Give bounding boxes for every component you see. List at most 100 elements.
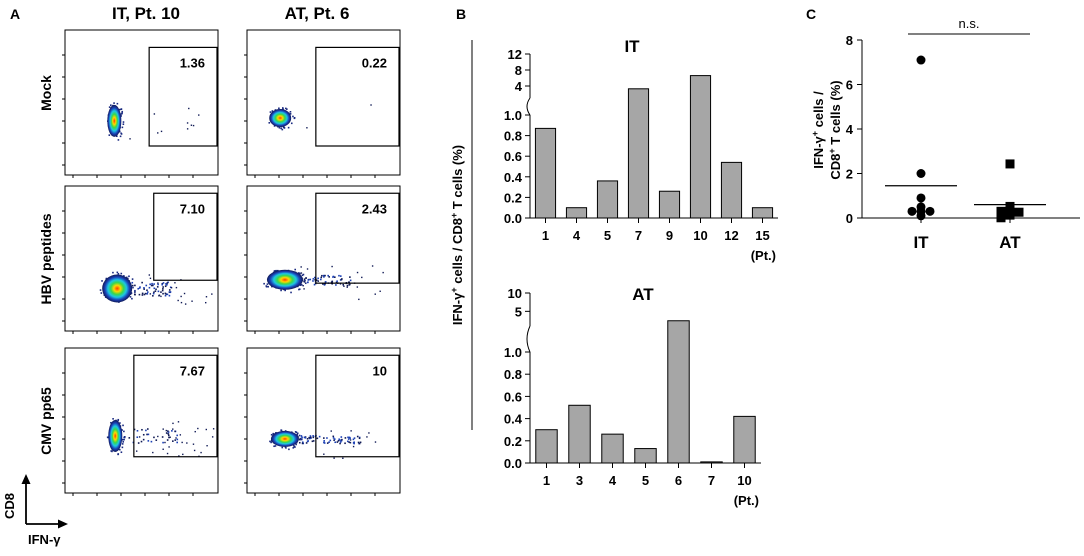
event-dot	[134, 289, 136, 292]
event-dot	[332, 435, 335, 438]
event-dot	[327, 274, 329, 277]
event-dot	[273, 125, 276, 127]
panel-label-b: B	[456, 6, 466, 22]
gate-percentage: 10	[373, 363, 387, 378]
event-dot	[323, 453, 325, 455]
event-dot	[191, 300, 193, 302]
gate-box	[153, 192, 218, 281]
event-dot	[118, 448, 121, 451]
event-dot	[317, 277, 319, 280]
event-dot	[379, 290, 381, 292]
y-tick-label: 4	[846, 122, 854, 137]
event-dot	[293, 116, 296, 119]
flow-plot-frame	[246, 347, 401, 494]
event-dot	[150, 284, 153, 287]
event-dot	[318, 435, 321, 438]
event-dot	[122, 441, 125, 443]
column-title-at: AT, Pt. 6	[285, 4, 350, 23]
event-dot	[161, 283, 164, 286]
event-dot	[349, 437, 351, 439]
event-dot	[302, 285, 304, 287]
event-dot	[172, 422, 174, 425]
event-dot	[288, 448, 290, 451]
event-dot	[339, 442, 341, 445]
event-dot	[274, 270, 276, 272]
event-dot	[143, 287, 145, 289]
event-dot	[152, 451, 154, 454]
event-density	[270, 430, 299, 447]
event-dot	[299, 438, 302, 441]
event-dot	[162, 286, 164, 288]
event-dot	[153, 291, 155, 294]
event-dot	[344, 442, 346, 445]
event-dot	[167, 434, 170, 437]
event-dot	[361, 276, 363, 279]
bar	[689, 75, 712, 219]
event-dot	[300, 435, 303, 437]
event-dot	[174, 439, 177, 441]
event-dot	[166, 293, 169, 296]
event-dot	[303, 436, 306, 439]
event-dot	[142, 433, 145, 436]
event-dot	[335, 284, 337, 286]
x-tick-label: 12	[724, 228, 738, 243]
event-dot	[121, 429, 123, 431]
event-dot	[165, 429, 167, 432]
event-dot	[121, 126, 124, 129]
event-dot	[270, 441, 272, 444]
event-dot	[160, 295, 162, 298]
event-dot	[334, 276, 336, 279]
event-dot	[306, 437, 309, 440]
event-dot	[166, 452, 169, 455]
x-tick-label: 4	[573, 228, 581, 243]
event-dot	[127, 277, 129, 280]
panel-c-y-label-line2: CD8+ T cells (%)	[827, 80, 843, 179]
event-dot	[161, 282, 164, 285]
event-dot	[305, 277, 308, 279]
event-dot	[183, 292, 186, 295]
y-tick-label: 0.8	[504, 367, 522, 382]
event-dot	[340, 439, 343, 442]
gate-percentage: 0.22	[362, 55, 387, 70]
bar	[658, 190, 681, 219]
event-dot	[266, 283, 269, 285]
event-dot	[194, 430, 196, 433]
event-dot	[150, 440, 153, 443]
flow-plot-r1-c1: 2.43	[244, 185, 401, 334]
event-dot	[303, 278, 306, 281]
event-dot	[174, 282, 176, 284]
flow-plot-frame	[246, 29, 401, 176]
event-dot	[175, 286, 178, 289]
event-dot	[313, 283, 316, 286]
gate-box	[315, 192, 400, 284]
data-point-it	[916, 193, 926, 203]
event-dot	[339, 275, 342, 277]
event-dot	[278, 107, 280, 110]
row-label-mock: Mock	[38, 75, 54, 111]
data-point-at	[1005, 204, 1015, 214]
event-dot	[141, 281, 143, 284]
event-dot	[169, 291, 172, 293]
event-dot	[300, 283, 303, 286]
event-dot	[157, 282, 159, 284]
event-dot	[158, 294, 161, 296]
event-dot	[273, 445, 275, 448]
y-tick-label: 1.0	[504, 345, 522, 360]
event-dot	[300, 272, 303, 274]
x-tick-label: 5	[604, 228, 611, 243]
event-dot	[298, 434, 301, 437]
event-dot	[131, 278, 134, 280]
event-dot	[347, 436, 349, 439]
event-dot	[146, 289, 148, 292]
event-dot	[167, 431, 170, 433]
bar	[720, 161, 743, 219]
event-dot	[200, 451, 202, 454]
event-dot	[132, 286, 134, 289]
event-dot	[190, 124, 193, 126]
event-dot	[294, 431, 297, 433]
event-dot	[333, 438, 336, 440]
event-dot	[112, 271, 114, 274]
event-dot	[168, 289, 171, 291]
event-dot	[155, 288, 157, 291]
